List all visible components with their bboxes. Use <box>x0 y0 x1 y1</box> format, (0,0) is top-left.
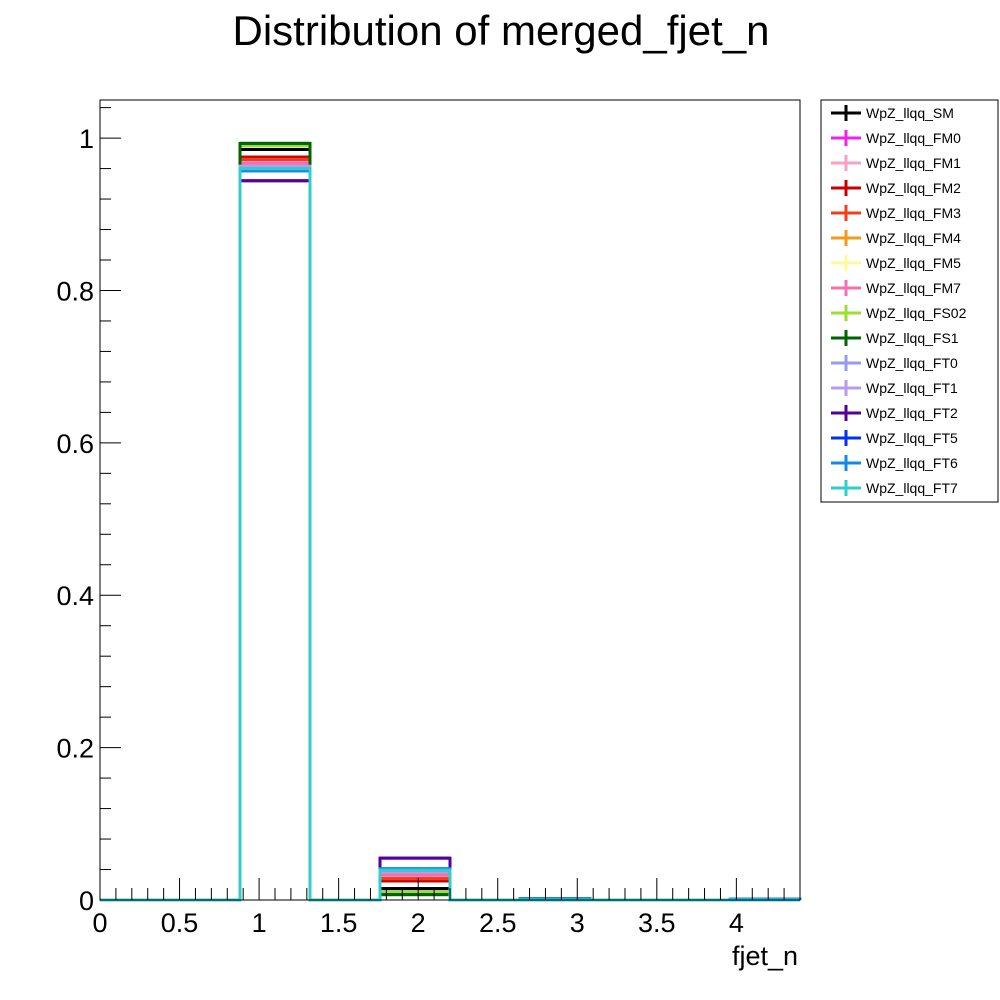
legend-label: WpZ_llqq_FM4 <box>866 230 961 246</box>
series-line-WpZ_llqq_FM0 <box>100 159 800 902</box>
x-tick-label: 2.5 <box>479 908 517 938</box>
x-tick-label: 2 <box>411 908 426 938</box>
legend-label: WpZ_llqq_FT5 <box>866 430 958 446</box>
series-line-WpZ_llqq_FM7 <box>100 161 800 902</box>
legend-label: WpZ_llqq_FM5 <box>866 255 961 271</box>
histogram-series-group <box>100 141 802 902</box>
series-line-WpZ_llqq_FM3 <box>100 157 800 902</box>
axes-group: 0 0.5 1 1.5 2 2.5 3 3.5 4 0 0.2 0.4 0.6 0.8 1 <box>56 100 801 938</box>
legend-entry: WpZ_llqq_FT2 <box>831 405 958 421</box>
x-axis-label: fjet_n <box>732 941 798 971</box>
legend-entry: WpZ_llqq_FM5 <box>831 255 961 271</box>
legend: WpZ_llqq_SM WpZ_llqq_FM0 WpZ_llqq_FM1 WpZ_l… <box>820 99 999 503</box>
series-line-WpZ_llqq_FS02 <box>100 144 800 902</box>
series-WpZ_llqq_FS1 <box>100 141 800 902</box>
series-line-WpZ_llqq_FT2 <box>100 179 800 902</box>
series-WpZ_llqq_FT5 <box>100 168 802 902</box>
series-WpZ_llqq_FM3 <box>100 157 800 902</box>
y-tick-label: 0.2 <box>56 734 94 764</box>
legend-label: WpZ_llqq_FM7 <box>866 280 961 296</box>
legend-entry: WpZ_llqq_FT5 <box>831 430 958 446</box>
x-tick-label: 1 <box>252 908 267 938</box>
y-tick-label: 0.8 <box>56 276 94 306</box>
legend-entry: WpZ_llqq_FM2 <box>831 180 961 196</box>
series-WpZ_llqq_FT2 <box>100 179 800 902</box>
legend-label: WpZ_llqq_FM3 <box>866 205 961 221</box>
legend-label: WpZ_llqq_FM1 <box>866 155 961 171</box>
legend-label: WpZ_llqq_FT7 <box>866 480 958 496</box>
legend-label: WpZ_llqq_FT6 <box>866 455 958 471</box>
legend-label: WpZ_llqq_FM0 <box>866 130 961 146</box>
legend-entry: WpZ_llqq_FT6 <box>831 455 958 471</box>
series-line-WpZ_llqq_FT6 <box>100 169 802 902</box>
series-line-WpZ_llqq_FS1 <box>100 141 800 902</box>
series-WpZ_llqq_FT0 <box>100 165 800 902</box>
series-line-WpZ_llqq_FM1 <box>100 160 800 902</box>
series-line-WpZ_llqq_SM <box>100 148 800 902</box>
legend-entry: WpZ_llqq_FM0 <box>831 130 961 146</box>
series-WpZ_llqq_FS02 <box>100 144 800 902</box>
series-line-WpZ_llqq_FM2 <box>100 155 800 902</box>
legend-entry: WpZ_llqq_FS1 <box>831 330 959 346</box>
legend-entry: WpZ_llqq_FT7 <box>831 480 958 496</box>
legend-box <box>820 99 999 503</box>
y-tick-label: 0.6 <box>56 429 94 459</box>
series-line-WpZ_llqq_FT7 <box>100 167 800 902</box>
y-tick-label: 1 <box>79 124 94 154</box>
legend-entry: WpZ_llqq_SM <box>831 105 954 121</box>
legend-label: WpZ_llqq_FM2 <box>866 180 961 196</box>
x-tick-label: 1.5 <box>320 908 358 938</box>
x-tick-label: 0 <box>92 908 107 938</box>
legend-entry: WpZ_llqq_FS02 <box>831 305 967 321</box>
series-WpZ_llqq_FT7 <box>100 167 800 902</box>
legend-entry: WpZ_llqq_FT0 <box>831 355 958 371</box>
legend-entry: WpZ_llqq_FM1 <box>831 155 961 171</box>
series-line-WpZ_llqq_FT0 <box>100 165 800 902</box>
plot-frame <box>99 99 801 901</box>
y-tick-label: 0.4 <box>56 581 94 611</box>
legend-entry: WpZ_llqq_FM3 <box>831 205 961 221</box>
x-tick-label: 3 <box>570 908 585 938</box>
series-WpZ_llqq_FT1 <box>100 164 800 902</box>
legend-entry: WpZ_llqq_FT1 <box>831 380 958 396</box>
series-line-WpZ_llqq_FM5 <box>100 162 800 902</box>
x-tick-label: 3.5 <box>638 908 676 938</box>
legend-entry: WpZ_llqq_FM4 <box>831 230 961 246</box>
legend-label: WpZ_llqq_FS02 <box>866 305 967 321</box>
legend-entry: WpZ_llqq_FM7 <box>831 280 961 296</box>
x-tick-label: 4 <box>729 908 744 938</box>
series-line-WpZ_llqq_FM4 <box>100 163 800 902</box>
series-WpZ_llqq_FM5 <box>100 162 800 902</box>
legend-label: WpZ_llqq_FT0 <box>866 355 958 371</box>
series-line-WpZ_llqq_FT1 <box>100 164 800 902</box>
series-WpZ_llqq_SM <box>100 148 800 902</box>
series-WpZ_llqq_FM2 <box>100 155 800 902</box>
y-tick-label: 0 <box>79 886 94 916</box>
x-tick-label: 0.5 <box>161 908 199 938</box>
legend-label: WpZ_llqq_SM <box>866 105 954 121</box>
series-WpZ_llqq_FM4 <box>100 163 800 902</box>
series-line-WpZ_llqq_FT5 <box>100 168 802 902</box>
legend-label: WpZ_llqq_FT2 <box>866 405 958 421</box>
legend-label: WpZ_llqq_FS1 <box>866 330 959 346</box>
chart-title: Distribution of merged_fjet_n <box>233 7 770 54</box>
legend-label: WpZ_llqq_FT1 <box>866 380 958 396</box>
series-WpZ_llqq_FM7 <box>100 161 800 902</box>
series-WpZ_llqq_FM1 <box>100 160 800 902</box>
series-WpZ_llqq_FM0 <box>100 159 800 902</box>
series-WpZ_llqq_FT6 <box>100 169 802 902</box>
